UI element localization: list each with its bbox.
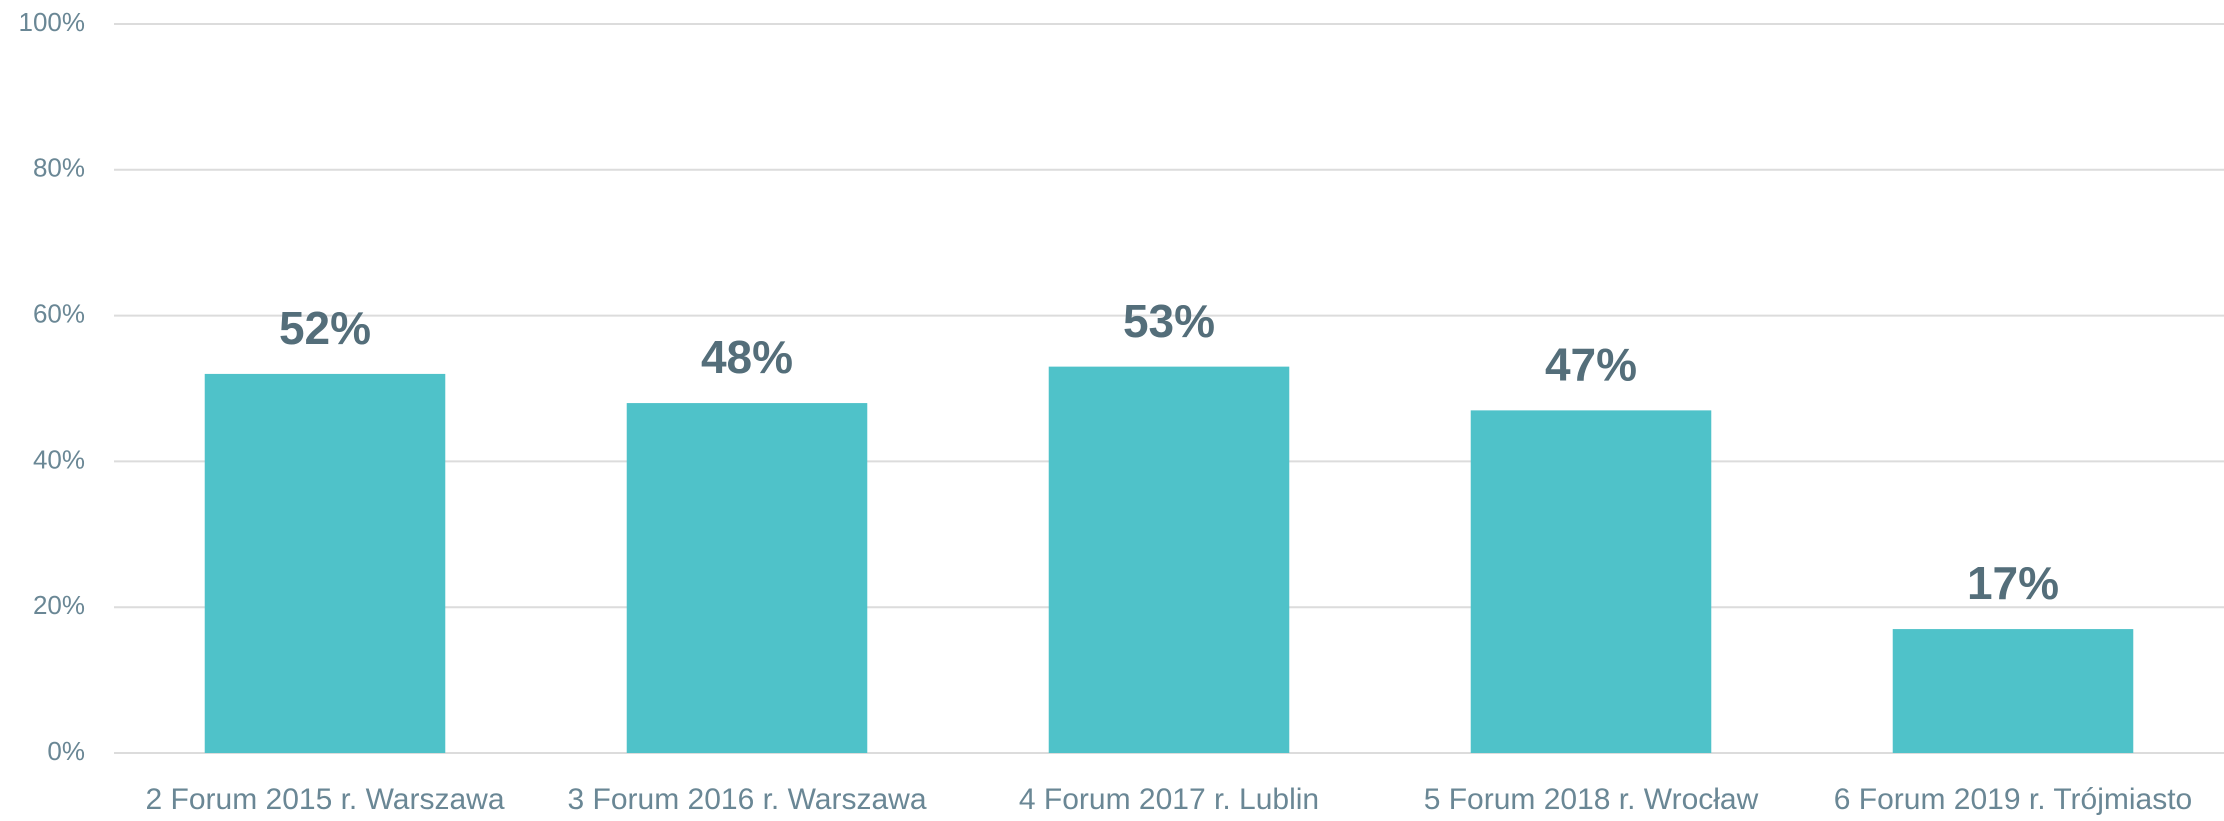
bar xyxy=(204,373,446,753)
x-tick-label: 3 Forum 2016 r. Warszawa xyxy=(567,783,926,816)
y-tick-label: 20% xyxy=(33,590,85,620)
data-label: 17% xyxy=(1967,557,2059,609)
bar xyxy=(1048,366,1290,753)
x-tick-label: 6 Forum 2019 r. Trójmiasto xyxy=(1834,783,2192,816)
data-label: 47% xyxy=(1545,339,1637,391)
x-tick-label: 2 Forum 2015 r. Warszawa xyxy=(145,783,504,816)
y-tick-label: 100% xyxy=(19,7,86,37)
bar xyxy=(626,403,868,753)
y-tick-label: 0% xyxy=(47,736,85,766)
data-label: 48% xyxy=(701,331,793,383)
data-label: 53% xyxy=(1123,295,1215,347)
x-tick-label: 4 Forum 2017 r. Lublin xyxy=(1019,783,1319,816)
y-tick-label: 60% xyxy=(33,298,85,328)
y-tick-label: 80% xyxy=(33,153,85,183)
y-tick-label: 40% xyxy=(33,444,85,474)
bar xyxy=(1470,410,1712,753)
data-label: 52% xyxy=(279,302,371,354)
x-tick-label: 5 Forum 2018 r. Wrocław xyxy=(1424,783,1759,816)
bar xyxy=(1892,629,2134,753)
